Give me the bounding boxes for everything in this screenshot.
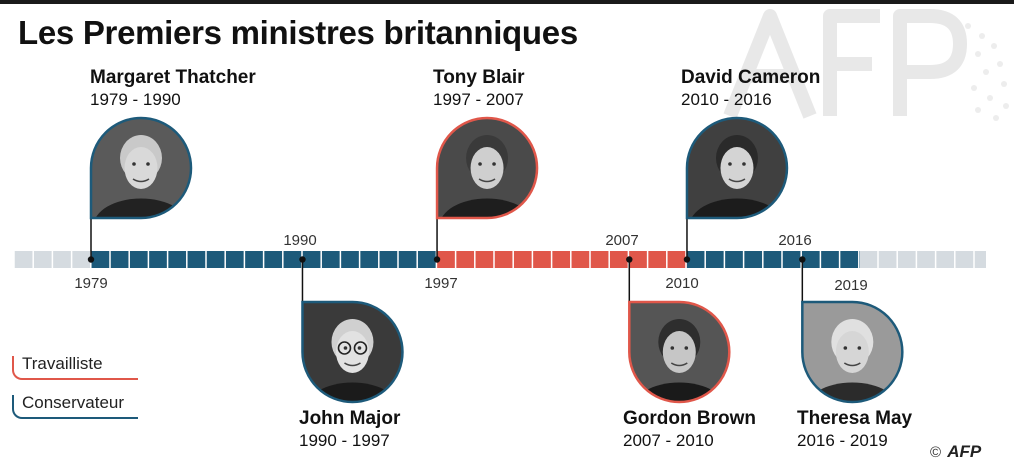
minister-label-blair: Tony Blair 1997 - 2007 [433, 67, 633, 110]
top-rule [0, 0, 1014, 4]
portrait-outline-labour [435, 116, 539, 220]
legend-line-conservative [12, 395, 138, 419]
timeline-stems [90, 218, 804, 302]
cameron-portrait [685, 116, 789, 220]
legend-label-labour: Travailliste [22, 354, 103, 373]
portrait-outline-conservative [801, 300, 904, 404]
minister-label-major: John Major 1990 - 1997 [299, 408, 499, 451]
minister-years: 2016 - 2019 [797, 431, 888, 450]
portrait-outline-labour [628, 300, 731, 404]
axis-label-above: 1990 [283, 232, 317, 249]
portrait-outline-conservative [301, 300, 404, 404]
minister-years: 1990 - 1997 [299, 431, 390, 450]
portrait-outline-conservative [89, 116, 193, 220]
may-portrait [801, 300, 904, 404]
minister-name: Margaret Thatcher [90, 67, 256, 88]
segment-conservative [686, 251, 860, 268]
legend-labour: Travailliste [12, 354, 138, 380]
minister-years: 2010 - 2016 [681, 90, 772, 109]
minister-years: 1979 - 1990 [90, 90, 181, 109]
segment-labour [437, 251, 687, 268]
minister-label-brown: Gordon Brown 2007 - 2010 [623, 408, 823, 451]
copyright-symbol: © [930, 444, 942, 461]
thatcher-portrait [89, 116, 193, 220]
portrait-outline-conservative [685, 116, 789, 220]
minister-name: Tony Blair [433, 67, 525, 88]
credit: © AFP [930, 442, 981, 462]
afp-logo: AFP [947, 442, 982, 461]
axis-label-below: 1979 [74, 275, 108, 292]
minister-name: David Cameron [681, 67, 821, 88]
minister-label-may: Theresa May 2016 - 2019 [797, 408, 997, 451]
minister-label-cameron: David Cameron 2010 - 2016 [681, 67, 881, 110]
axis-label-above: 2007 [605, 232, 639, 249]
legend-conservative: Conservateur [12, 393, 138, 419]
axis-label-above: 2016 [778, 232, 812, 249]
portrait-markers [89, 116, 904, 404]
minister-name: Gordon Brown [623, 408, 756, 429]
afp-watermark-logo [723, 9, 1009, 121]
axis-label-below: 2010 [665, 275, 699, 292]
brown-portrait [628, 300, 731, 404]
page-title: Les Premiers ministres britanniques [18, 14, 578, 51]
legend-label-conservative: Conservateur [22, 393, 125, 412]
timeline-track [13, 251, 986, 268]
minister-label-thatcher: Margaret Thatcher 1979 - 1990 [90, 67, 290, 110]
blair-portrait [435, 116, 539, 220]
minister-years: 1997 - 2007 [433, 90, 524, 109]
legend-line-labour [12, 356, 138, 380]
axis-label-below: 2019 [834, 277, 868, 294]
minister-name: Theresa May [797, 408, 913, 429]
minister-name: John Major [299, 408, 401, 429]
axis-label-below: 1997 [424, 275, 458, 292]
minister-years: 2007 - 2010 [623, 431, 714, 450]
major-portrait [301, 300, 404, 404]
